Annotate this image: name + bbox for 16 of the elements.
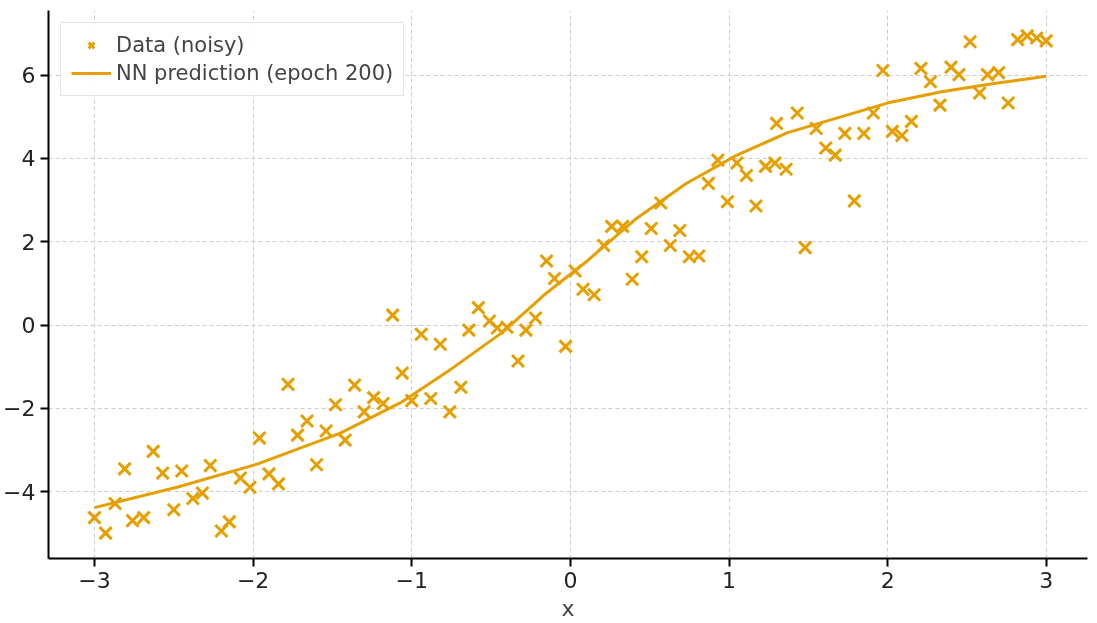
y-tick-label: −2 xyxy=(3,396,36,422)
x-tick-label: 2 xyxy=(880,567,895,593)
x-tick-label: −1 xyxy=(395,567,428,593)
legend-label: Data (noisy) xyxy=(116,33,245,57)
legend-label: NN prediction (epoch 200) xyxy=(116,61,394,85)
y-tick-label: 0 xyxy=(21,313,36,339)
x-tick-label: −2 xyxy=(236,567,270,593)
y-tick-label: 6 xyxy=(21,63,36,89)
x-tick-label: 3 xyxy=(1039,567,1054,593)
x-tick-label: 0 xyxy=(563,567,578,593)
x-axis-title: x xyxy=(561,595,575,621)
y-tick-label: −4 xyxy=(3,479,36,505)
x-tick-label: −3 xyxy=(78,567,111,593)
y-tick-label: 2 xyxy=(21,229,36,255)
x-tick-label: 1 xyxy=(722,567,737,593)
y-tick-label: 4 xyxy=(21,146,36,172)
